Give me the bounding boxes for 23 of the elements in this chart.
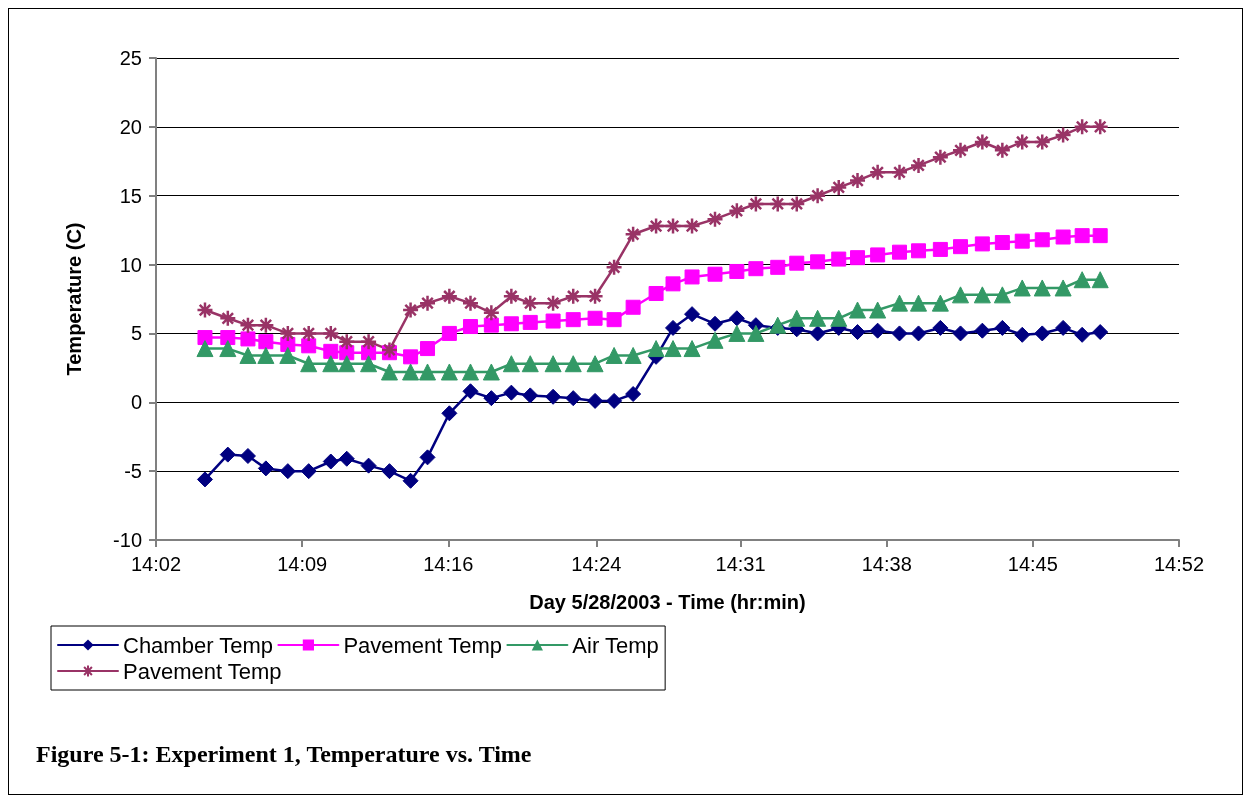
y-tick-label: -5: [124, 460, 142, 483]
y-tick-label: 15: [119, 184, 142, 207]
x-tick-label: 14:16: [423, 553, 474, 575]
legend-label: Air Temp: [572, 632, 659, 658]
legend-label: Chamber Temp: [123, 632, 273, 658]
x-tick-label: 14:38: [861, 553, 912, 575]
y-tick-label: 25: [119, 47, 142, 69]
x-tick-label: 14:09: [277, 553, 328, 575]
x-tick-label: 14:45: [1007, 553, 1058, 575]
legend-label: Pavement Temp: [343, 632, 502, 658]
y-tick-label: 10: [119, 253, 142, 276]
y-axis-title: Temperature (C): [63, 222, 85, 376]
x-tick-label: 14:31: [715, 553, 766, 575]
y-tick-label: -10: [113, 529, 142, 551]
x-tick-label: 14:24: [571, 553, 622, 575]
caption: Figure 5-1: Experiment 1, Temperature vs. Time: [36, 741, 532, 767]
y-tick-label: 20: [119, 115, 142, 138]
y-tick-label: 5: [130, 322, 142, 345]
x-tick-label: 14:52: [1153, 553, 1205, 575]
legend-label: Pavement Temp: [123, 658, 282, 684]
x-axis-title: Day 5/28/2003 - Time (hr:min): [529, 591, 806, 613]
x-tick-label: 14:02: [130, 553, 182, 575]
y-tick-label: 0: [130, 391, 142, 414]
